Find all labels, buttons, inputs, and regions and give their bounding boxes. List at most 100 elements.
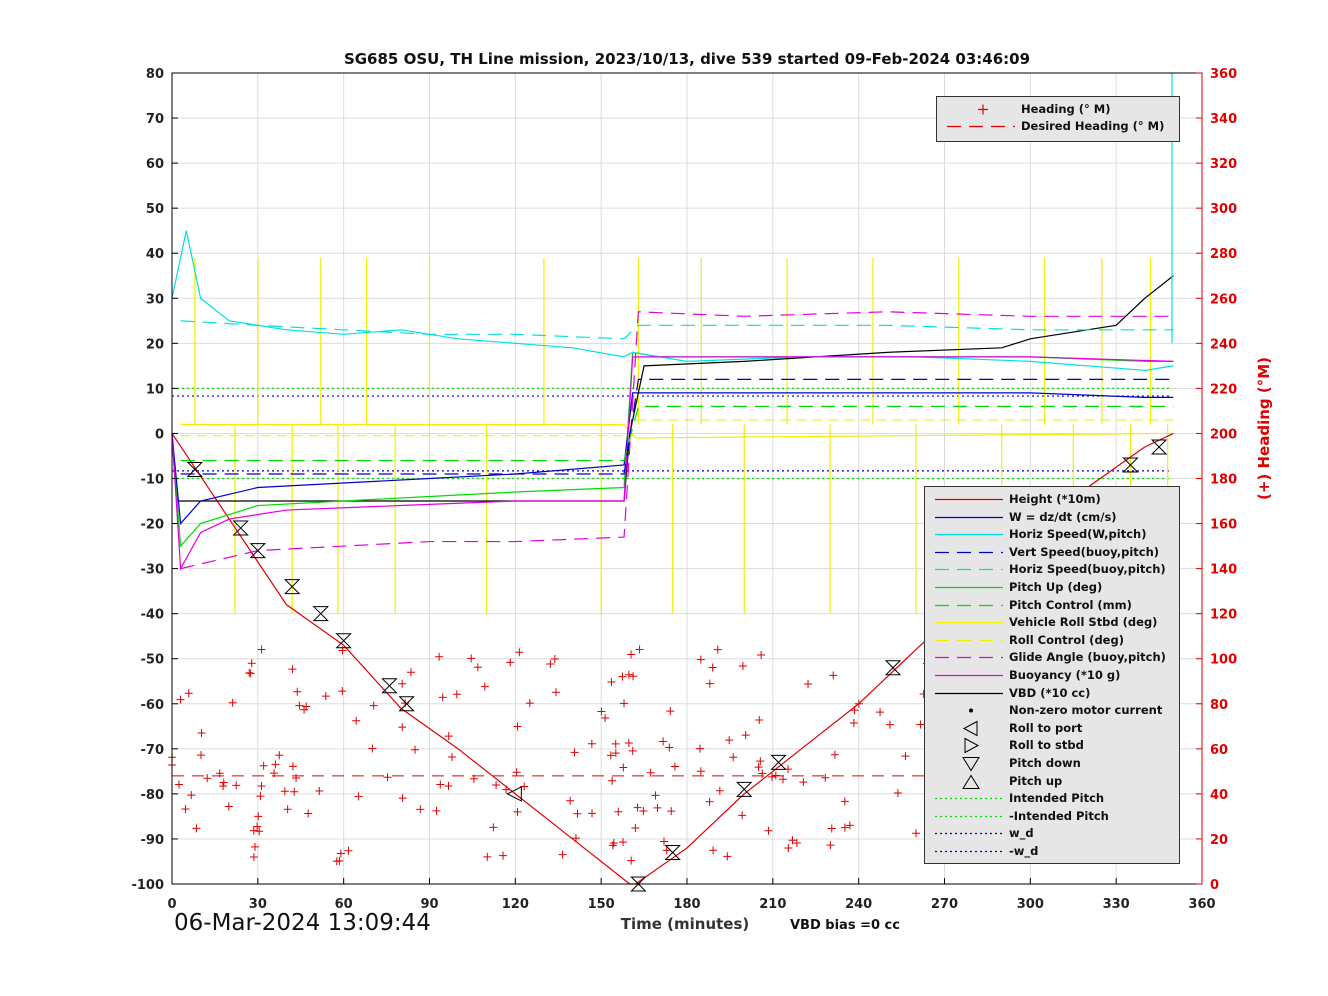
- heading-marker: [502, 785, 511, 794]
- heading-marker: [713, 645, 722, 654]
- legend-entry: Pitch Control (mm): [925, 597, 1179, 614]
- pitch-marker: [312, 606, 329, 622]
- heading-marker: [614, 807, 623, 816]
- y2-tick-label: 40: [1210, 788, 1228, 803]
- heading-marker: [827, 824, 836, 833]
- heading-marker: [219, 782, 228, 791]
- heading-marker: [715, 786, 724, 795]
- heading-marker: [628, 746, 637, 755]
- heading-marker: [756, 757, 765, 766]
- heading-marker: [779, 775, 788, 784]
- heading-marker: [245, 668, 254, 677]
- legend-label: -w_d: [1009, 844, 1039, 858]
- heading-marker: [249, 852, 258, 861]
- y-tick-label: -20: [141, 518, 165, 533]
- heading-marker: [609, 839, 618, 848]
- y-tick-label: -30: [141, 563, 165, 578]
- heading-marker: [653, 803, 662, 812]
- legend-entry: Buoyancy (*10 g): [925, 667, 1179, 684]
- y2-tick-label: 220: [1210, 382, 1237, 397]
- heading-marker: [639, 806, 648, 815]
- heading-marker: [821, 773, 830, 782]
- legend-label: w_d: [1009, 826, 1034, 841]
- x-tick-label: 60: [335, 897, 353, 912]
- heading-marker: [499, 851, 508, 860]
- pitch-marker: [232, 520, 249, 536]
- heading-marker: [270, 769, 279, 778]
- heading-marker: [611, 749, 620, 758]
- heading-marker: [738, 661, 747, 670]
- x-tick-label: 90: [420, 897, 438, 912]
- series-line: [180, 311, 1174, 570]
- heading-marker: [253, 822, 262, 831]
- y2-tick-label: 260: [1210, 292, 1237, 307]
- vbd-bias-annotation: VBD bias =0 cc: [790, 918, 900, 933]
- heading-marker: [354, 792, 363, 801]
- pitch-marker: [1122, 457, 1139, 473]
- heading-marker: [219, 778, 228, 787]
- legend-entry: Roll to port: [925, 720, 1179, 737]
- heading-marker: [757, 651, 766, 660]
- heading-marker: [288, 762, 297, 771]
- pitch-marker: [381, 678, 398, 694]
- heading-marker: [436, 780, 445, 789]
- chart-title: SG685 OSU, TH Line mission, 2023/10/13, …: [343, 50, 1031, 68]
- heading-marker: [550, 655, 559, 664]
- series-line: [180, 320, 1174, 340]
- heading-marker: [292, 773, 301, 782]
- x-tick-label: 270: [931, 897, 958, 912]
- heading-marker: [893, 788, 902, 797]
- heading-marker: [916, 720, 925, 729]
- pitch-marker: [664, 844, 681, 860]
- heading-marker: [588, 809, 597, 818]
- heading-marker: [368, 744, 377, 753]
- legend-label: Roll Control (deg): [1009, 632, 1124, 647]
- legend-label: W = dz/dt (cm/s): [1009, 509, 1117, 524]
- legend-entry: Roll to stbd: [925, 737, 1179, 754]
- y2-tick-label: 300: [1210, 202, 1237, 217]
- heading-marker: [480, 682, 489, 691]
- heading-marker: [758, 769, 767, 778]
- heading-marker: [321, 692, 330, 701]
- heading-marker: [646, 768, 655, 777]
- heading-marker: [627, 856, 636, 865]
- heading-marker: [665, 743, 674, 752]
- legend-label: Height (*10m): [1009, 492, 1101, 506]
- y2-tick-label: 140: [1210, 563, 1237, 578]
- heading-marker: [755, 716, 764, 725]
- y2-tick-label: 0: [1210, 878, 1219, 893]
- heading-marker: [571, 834, 580, 843]
- legend-label: -Intended Pitch: [1009, 808, 1109, 823]
- heading-marker: [723, 852, 732, 861]
- heading-marker: [336, 849, 345, 858]
- heading-marker: [546, 660, 555, 669]
- heading-marker: [741, 731, 750, 740]
- heading-marker: [601, 713, 610, 722]
- heading-marker: [452, 690, 461, 699]
- y2-tick-label: 60: [1210, 743, 1228, 758]
- heading-marker: [249, 826, 258, 835]
- heading-marker: [383, 773, 392, 782]
- heading-marker: [438, 693, 447, 702]
- pitch-marker: [335, 633, 352, 649]
- series-line: [180, 405, 1174, 462]
- heading-marker: [840, 823, 849, 832]
- x-tick-label: 150: [588, 897, 615, 912]
- heading-marker: [709, 846, 718, 855]
- x-tick-label: 240: [845, 897, 872, 912]
- heading-marker: [662, 846, 671, 855]
- y-tick-label: 70: [146, 112, 164, 127]
- legend-label: Vehicle Roll Stbd (deg): [1009, 615, 1158, 630]
- x-axis-label: Time (minutes): [620, 915, 750, 933]
- heading-marker: [302, 702, 311, 711]
- pitch-marker: [398, 696, 415, 712]
- heading-marker: [635, 645, 644, 654]
- y2-tick-label: 180: [1210, 473, 1237, 488]
- heading-marker: [620, 699, 629, 708]
- legend-entry: -w_d: [925, 843, 1179, 860]
- legend-entry: Horiz Speed(W,pitch): [925, 526, 1179, 543]
- heading-marker: [506, 658, 515, 667]
- heading-marker: [398, 723, 407, 732]
- legend-label: Glide Angle (buoy,pitch): [1009, 650, 1166, 665]
- legend-entry: Intended Pitch: [925, 790, 1179, 807]
